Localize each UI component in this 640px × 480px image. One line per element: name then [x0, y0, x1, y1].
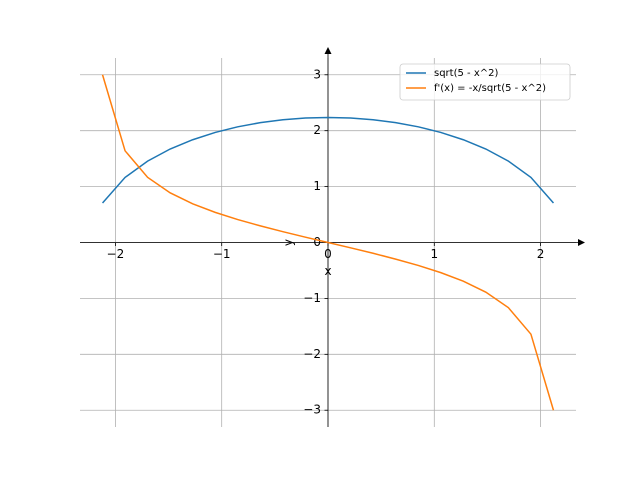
x-arrow [578, 239, 585, 246]
y-tick-label: 0 [313, 235, 321, 249]
legend-label: sqrt(5 - x^2) [434, 68, 498, 79]
x-tick-label: 1 [430, 247, 438, 261]
line-series [101, 116, 555, 204]
legend-box [399, 63, 571, 101]
x-tick-label: −2 [107, 247, 125, 261]
y-arrow [324, 47, 332, 54]
y-tick-label: 1 [313, 179, 321, 193]
legend: sqrt(5 - x^2) f'(x) = -x/sqrt(5 - x^2) [399, 63, 571, 101]
y-tick-label: −2 [303, 347, 321, 361]
y-tick-label: 2 [313, 123, 321, 137]
y-tick-label: −1 [303, 291, 321, 305]
x-tick-label: 2 [537, 247, 545, 261]
y-axis-label: y [282, 239, 296, 246]
line-series [101, 74, 555, 411]
legend-label: f'(x) = -x/sqrt(5 - x^2) [434, 83, 546, 94]
y-tick-label: 3 [313, 67, 321, 81]
x-tick-label: −1 [213, 247, 231, 261]
x-axis-label: x [324, 264, 331, 278]
y-tick-label: −3 [303, 403, 321, 417]
